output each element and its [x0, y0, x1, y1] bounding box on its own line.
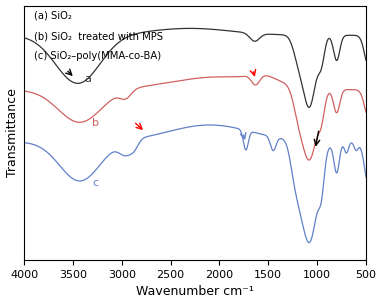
- Text: a: a: [85, 74, 92, 84]
- Text: b: b: [92, 118, 99, 128]
- Text: c: c: [92, 178, 99, 188]
- Text: (c) SiO₂–poly(MMA-co-BA): (c) SiO₂–poly(MMA-co-BA): [34, 51, 162, 61]
- Y-axis label: Transmittance: Transmittance: [6, 88, 19, 177]
- Text: (a) SiO₂: (a) SiO₂: [34, 11, 72, 21]
- X-axis label: Wavenumber cm⁻¹: Wavenumber cm⁻¹: [136, 285, 254, 299]
- Text: (b) SiO₂  treated with MPS: (b) SiO₂ treated with MPS: [34, 31, 163, 41]
